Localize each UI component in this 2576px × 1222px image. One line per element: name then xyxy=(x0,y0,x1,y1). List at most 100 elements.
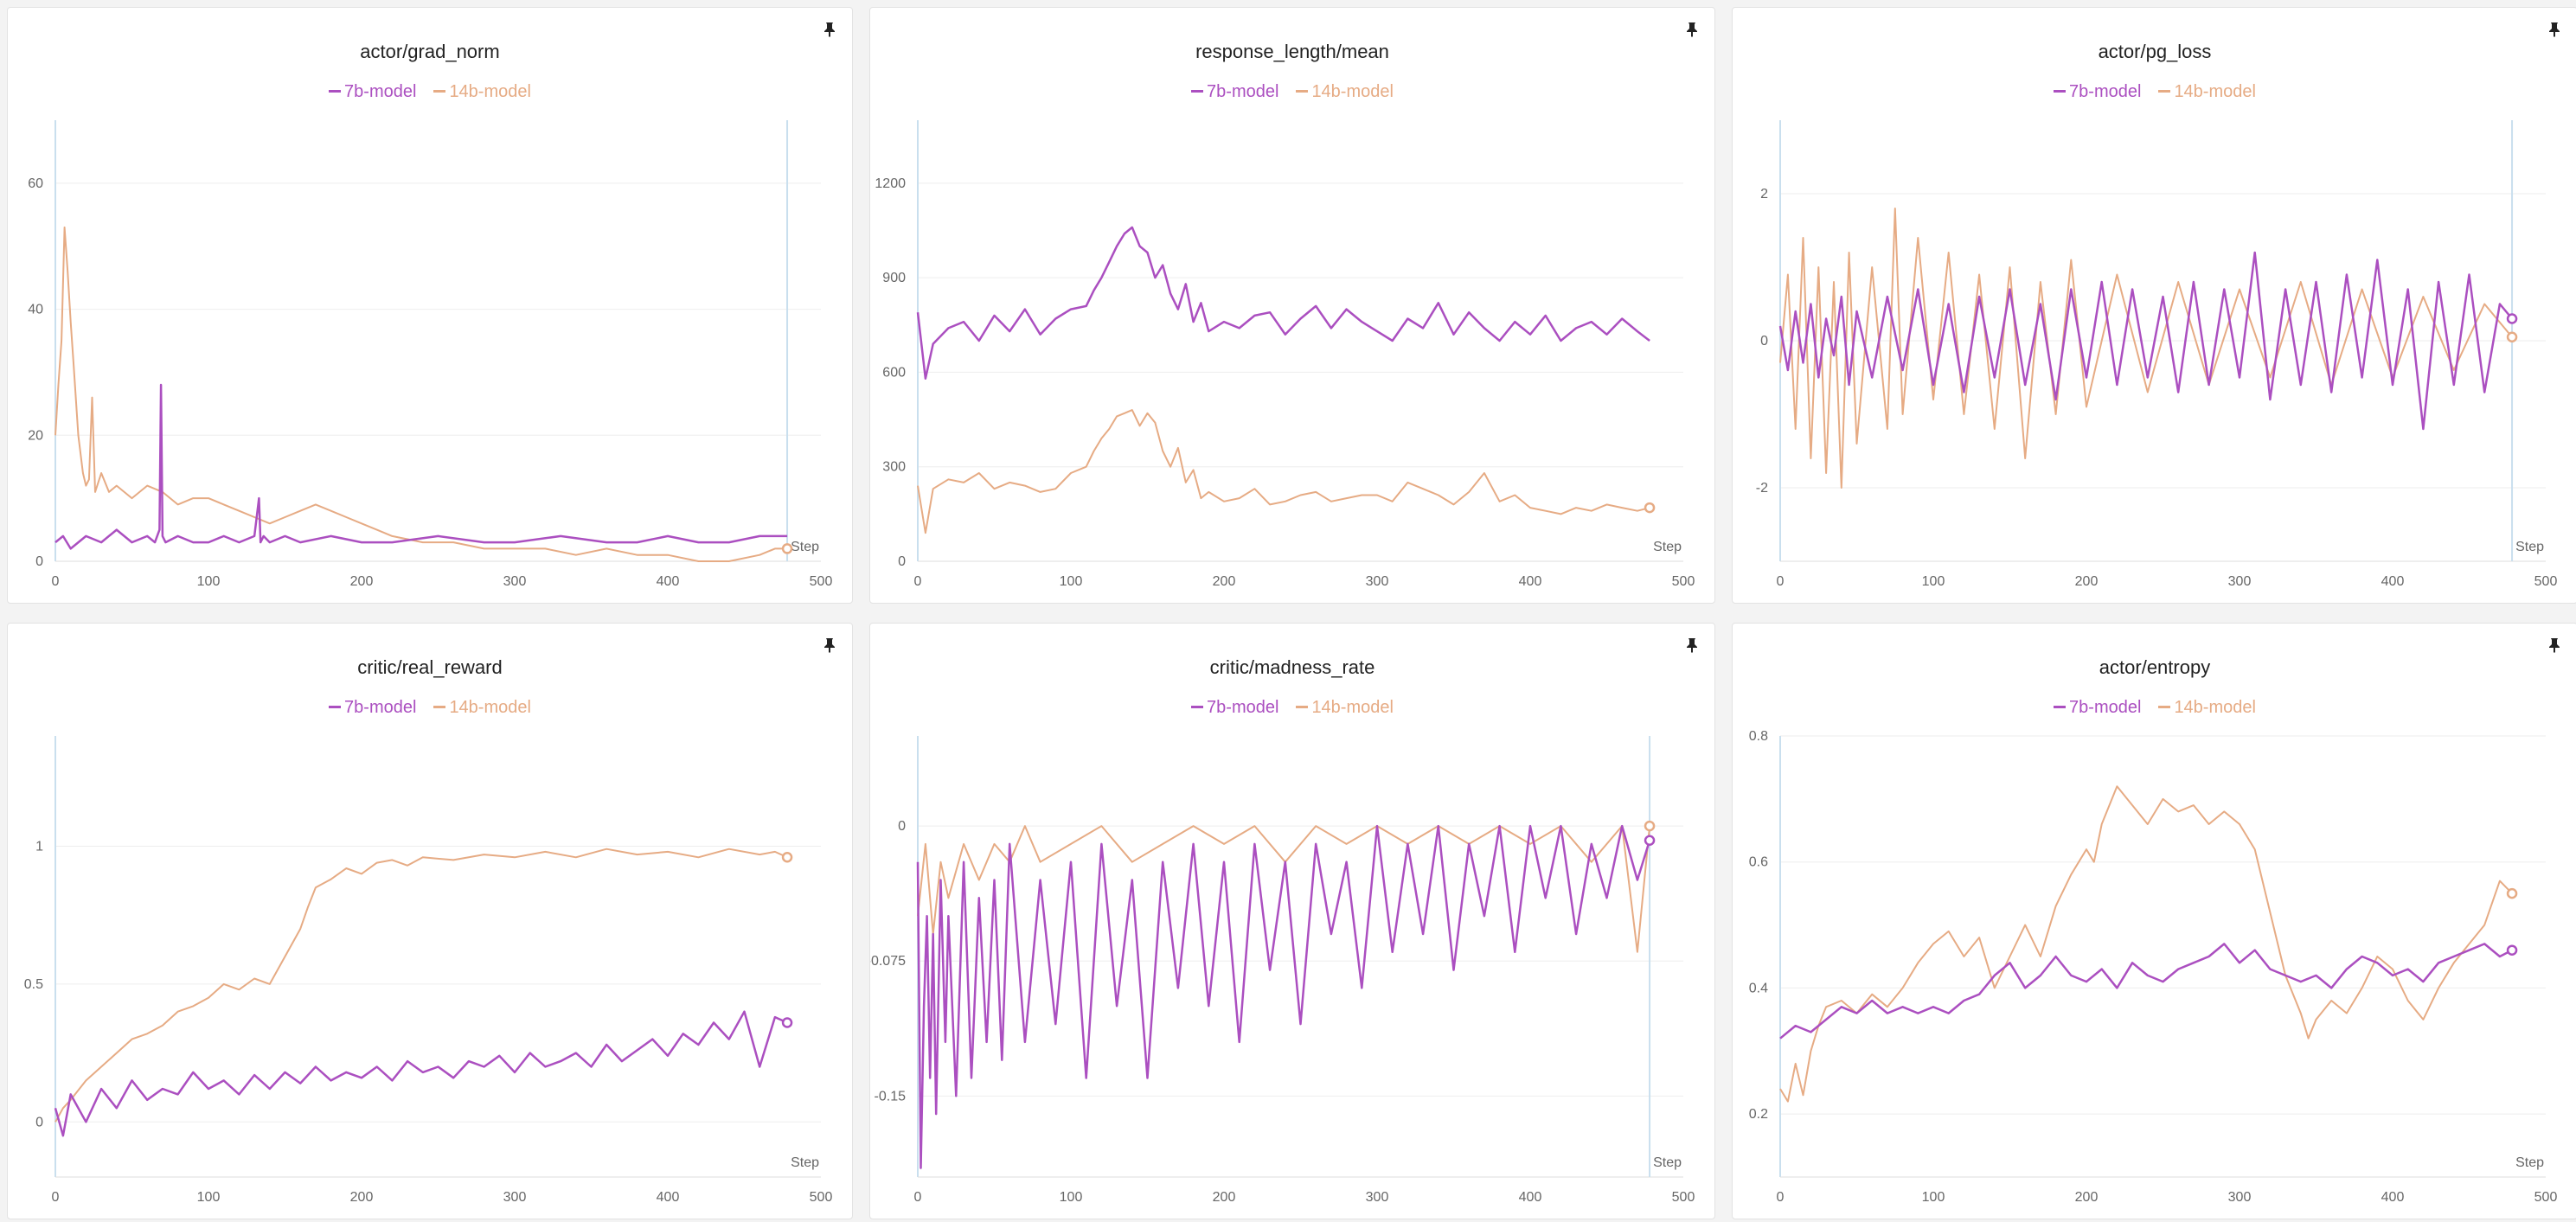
chart-legend: 7b-model 14b-model xyxy=(1733,82,2576,102)
chart-legend: 7b-model 14b-model xyxy=(8,698,852,718)
chart-title: critic/madness_rate xyxy=(1209,656,1375,678)
y-tick-label: 0 xyxy=(898,819,906,834)
pin-icon[interactable] xyxy=(1685,637,1699,653)
chart-plot[interactable]: -0.15 -0.075 0 0 100 200 300 400 500 Step xyxy=(870,624,1715,1219)
series-line-7b-model[interactable] xyxy=(916,824,1651,1169)
x-tick-label: 0 xyxy=(1777,1190,1785,1205)
series-line-7b-model[interactable] xyxy=(916,226,1650,380)
y-tick-label: 40 xyxy=(28,303,43,317)
legend-swatch xyxy=(329,89,342,93)
legend-swatch xyxy=(433,705,446,708)
series-end-marker xyxy=(781,543,793,554)
legend-item[interactable]: 7b-model xyxy=(329,82,416,102)
series-line-7b-model[interactable] xyxy=(1779,943,2513,1040)
pin-icon[interactable] xyxy=(1685,22,1699,37)
series-line-14b-model[interactable] xyxy=(54,226,788,562)
x-tick-label: 0 xyxy=(52,574,60,589)
x-tick-label: 0 xyxy=(52,1190,60,1205)
legend-label: 7b-model xyxy=(2069,82,2142,101)
chart-title: actor/entropy xyxy=(2099,656,2211,678)
legend-item[interactable]: 14b-model xyxy=(433,82,531,102)
legend-label: 7b-model xyxy=(1207,698,1279,717)
chart-plot[interactable]: -2 0 2 0 100 200 300 400 500 Step xyxy=(1733,8,2576,604)
legend-swatch xyxy=(433,89,446,93)
x-tick-label: 200 xyxy=(350,1190,374,1205)
pin-icon[interactable] xyxy=(823,22,836,37)
series-line-7b-model[interactable] xyxy=(54,1010,788,1137)
series-line-14b-model[interactable] xyxy=(1779,208,2513,489)
chart-legend: 7b-model 14b-model xyxy=(1733,698,2576,718)
legend-label: 14b-model xyxy=(2174,698,2256,717)
chart-plot[interactable]: 0 0.5 1 0 100 200 300 400 500 Step xyxy=(8,624,853,1219)
x-tick-label: 100 xyxy=(1060,574,1083,589)
pin-icon[interactable] xyxy=(2547,637,2561,653)
legend-item[interactable]: 14b-model xyxy=(2158,698,2256,718)
legend-label: 14b-model xyxy=(1311,82,1394,101)
series-line-7b-model[interactable] xyxy=(54,383,788,550)
series-line-14b-model[interactable] xyxy=(917,825,1651,953)
x-tick-label: 0 xyxy=(914,1190,922,1205)
y-tick-label: 300 xyxy=(882,460,906,475)
legend-label: 7b-model xyxy=(2069,698,2142,717)
legend-swatch xyxy=(1191,705,1204,708)
legend-item[interactable]: 14b-model xyxy=(2158,82,2256,102)
x-tick-label: 500 xyxy=(810,1190,833,1205)
legend-item[interactable]: 7b-model xyxy=(2054,82,2141,102)
legend-swatch xyxy=(1296,89,1309,93)
legend-swatch xyxy=(1191,89,1204,93)
pin-icon[interactable] xyxy=(2547,22,2561,37)
chart-legend: 7b-model 14b-model xyxy=(870,82,1714,102)
series-end-marker xyxy=(2506,944,2518,956)
legend-label: 7b-model xyxy=(344,698,417,717)
chart-plot[interactable]: 0 300 600 900 1200 0 100 200 300 400 500 Step xyxy=(870,8,1715,604)
y-tick-label: 0.2 xyxy=(1749,1107,1768,1122)
legend-item[interactable]: 7b-model xyxy=(2054,698,2141,718)
x-tick-label: 300 xyxy=(2228,1190,2252,1205)
y-tick-label: 1200 xyxy=(875,176,906,191)
series-line-7b-model[interactable] xyxy=(1778,251,2514,431)
x-tick-label: 0 xyxy=(1777,574,1785,589)
x-tick-label: 100 xyxy=(197,574,221,589)
legend-item[interactable]: 14b-model xyxy=(1296,698,1394,718)
x-tick-label: 300 xyxy=(503,574,527,589)
x-axis-step-label: Step xyxy=(2515,1155,2544,1170)
legend-item[interactable]: 7b-model xyxy=(329,698,416,718)
y-tick-label: 0.8 xyxy=(1749,729,1768,744)
x-tick-label: 500 xyxy=(2534,1190,2558,1205)
legend-item[interactable]: 14b-model xyxy=(1296,82,1394,102)
legend-item[interactable]: 7b-model xyxy=(1191,698,1278,718)
chart-title: actor/pg_loss xyxy=(2098,41,2212,62)
chart-plot[interactable]: 0.2 0.4 0.6 0.8 0 100 200 300 400 500 Step xyxy=(1733,624,2576,1219)
series-line-14b-model[interactable] xyxy=(1779,785,2513,1103)
chart-panel: actor/grad_norm 7b-model 14b-model 0 20 40 60 0… xyxy=(7,7,853,604)
y-tick-label: -0.075 xyxy=(870,954,906,969)
series-end-marker xyxy=(1644,502,1656,514)
chart-plot[interactable]: 0 20 40 60 0 100 200 300 400 500 Step xyxy=(8,8,853,604)
series-line-14b-model[interactable] xyxy=(917,409,1650,534)
x-axis-step-label: Step xyxy=(791,540,819,554)
legend-item[interactable]: 14b-model xyxy=(433,698,531,718)
chart-panel: critic/real_reward 7b-model 14b-model 0 0.5 1… xyxy=(7,623,853,1219)
x-tick-label: 400 xyxy=(657,574,680,589)
x-axis-step-label: Step xyxy=(1653,540,1682,554)
legend-label: 14b-model xyxy=(449,82,531,101)
x-tick-label: 200 xyxy=(2075,574,2099,589)
legend-swatch xyxy=(2054,89,2067,93)
series-line-14b-model[interactable] xyxy=(54,848,788,1123)
legend-label: 14b-model xyxy=(2174,82,2256,101)
x-tick-label: 100 xyxy=(1922,574,1945,589)
legend-swatch xyxy=(2158,705,2171,708)
series-end-marker xyxy=(1644,820,1656,832)
y-tick-label: -0.15 xyxy=(875,1089,907,1104)
chart-panel: actor/entropy 7b-model 14b-model 0.2 0.4 0.6 0… xyxy=(1732,623,2576,1219)
x-tick-label: 300 xyxy=(2228,574,2252,589)
x-tick-label: 100 xyxy=(1922,1190,1945,1205)
series-end-marker xyxy=(1644,835,1656,846)
x-tick-label: 0 xyxy=(914,574,922,589)
x-tick-label: 200 xyxy=(1213,1190,1236,1205)
x-tick-label: 500 xyxy=(2534,574,2558,589)
legend-label: 7b-model xyxy=(344,82,417,101)
pin-icon[interactable] xyxy=(823,637,836,653)
legend-item[interactable]: 7b-model xyxy=(1191,82,1278,102)
x-tick-label: 200 xyxy=(2075,1190,2099,1205)
